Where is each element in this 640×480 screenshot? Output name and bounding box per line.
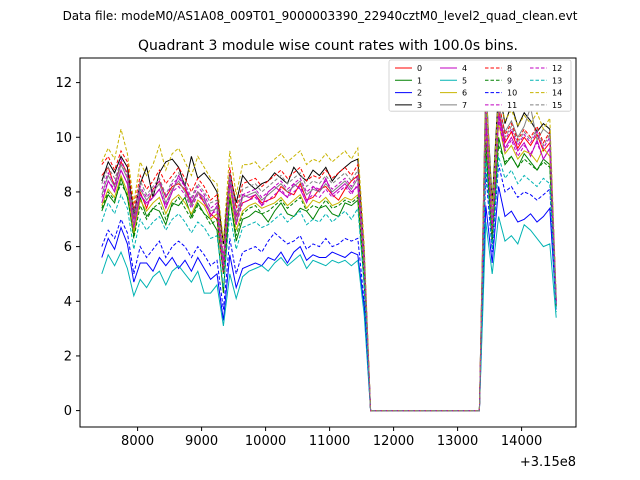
legend-label-3: 3 [417,101,422,110]
figure-suptitle: Data file: modeM0/AS1A08_009T01_90000033… [63,9,578,23]
x-tick-label: 13000 [437,434,478,449]
y-tick-label: 10 [55,131,72,146]
x-offset-label: +3.15e8 [520,455,576,470]
legend-label-2: 2 [417,89,422,98]
plot-frame [79,57,577,428]
x-tick-label: 10000 [245,434,286,449]
series-line-10 [101,164,557,412]
series-line-2 [101,186,557,412]
x-tick-label: 12000 [373,434,414,449]
x-tick-label: 8000 [121,434,154,449]
legend-label-15: 15 [552,101,562,110]
legend-label-13: 13 [552,76,562,85]
y-tick-label: 2 [64,349,72,364]
legend-label-9: 9 [507,76,512,85]
y-tick-label: 4 [64,295,72,310]
legend-label-14: 14 [552,89,562,98]
chart-title: Quadrant 3 module wise count rates with … [138,38,518,54]
axes-ticks: 8000 9000 10000 11000 12000 13000 14000 0 2 4 6 8 10… [55,76,542,449]
legend-label-8: 8 [507,64,512,73]
legend-label-7: 7 [462,101,467,110]
legend-label-11: 11 [507,101,517,110]
y-tick-label: 8 [64,185,72,200]
series-layer [101,74,557,412]
legend-label-1: 1 [417,76,422,85]
y-tick-label: 6 [64,240,72,255]
legend-label-0: 0 [417,64,422,73]
y-tick-label: 0 [64,404,72,419]
x-tick-label: 11000 [309,434,350,449]
legend-frame [388,59,572,112]
legend-label-5: 5 [462,76,467,85]
legend-label-6: 6 [462,89,467,98]
x-tick-label: 14000 [501,434,542,449]
legend-label-12: 12 [552,64,562,73]
legend-label-10: 10 [507,89,517,98]
y-tick-label: 12 [55,76,72,91]
legend-label-4: 4 [462,64,467,73]
x-tick-label: 9000 [185,434,218,449]
series-line-15 [101,101,557,412]
series-line-5 [101,216,557,412]
